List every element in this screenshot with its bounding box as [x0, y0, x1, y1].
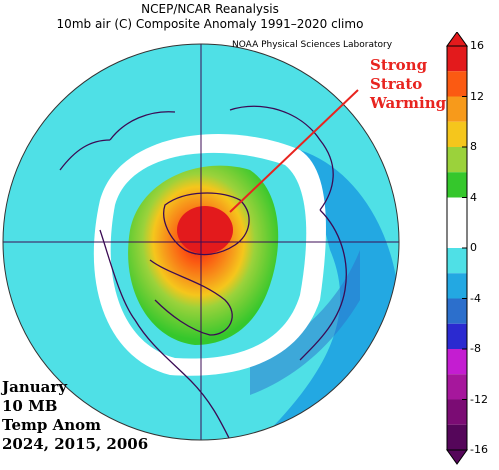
colorbar-swatch: [447, 323, 467, 349]
map-title-line1: NCEP/NCAR Reanalysis: [141, 2, 279, 16]
colorbar-swatch: [447, 172, 467, 198]
colorbar-top-arrow: [446, 32, 468, 47]
caption-line: January: [2, 378, 67, 396]
colorbar-swatch: [447, 197, 467, 223]
colorbar-tick-label: -4: [470, 291, 481, 305]
colorbar-swatch: [447, 273, 467, 299]
caption-line: 2024, 2015, 2006: [2, 435, 149, 453]
colorbar-tick-label: 16: [470, 39, 484, 52]
colorbar-tick-label: -16: [470, 443, 488, 456]
colorbar-swatch: [447, 96, 467, 122]
map-boundary: [2, 43, 400, 441]
colorbar-swatch: [447, 147, 467, 173]
caption-line: Temp Anom: [2, 416, 101, 434]
colorbar-swatch: [447, 374, 467, 400]
map-caption: January 10 MB Temp Anom 2024, 2015, 2006: [2, 378, 148, 454]
annotation-line: Warming: [370, 94, 447, 112]
colorbar-bottom-arrow: [446, 449, 468, 465]
colorbar-tick-label: -12: [470, 392, 488, 406]
colorbar-swatch: [447, 298, 467, 324]
colorbar-swatch: [447, 424, 467, 450]
annotation-line: Strong: [370, 56, 428, 74]
lab-credit: NOAA Physical Sciences Laboratory: [232, 40, 393, 50]
colorbar-swatch: [447, 349, 467, 375]
annotation-line: Strato: [370, 75, 423, 93]
colorbar-tick-label: 12: [470, 89, 484, 103]
colorbar-tick-label: 0: [470, 241, 477, 254]
colorbar-swatch: [447, 399, 467, 425]
graticule: [3, 44, 399, 440]
colorbar-tick-label: -8: [470, 342, 481, 355]
warm-anomaly-core: [128, 165, 279, 345]
map-title-line2: 10mb air (C) Composite Anomaly 1991–2020…: [56, 17, 364, 31]
anomaly-field: [3, 44, 399, 440]
coastlines: [59, 105, 347, 440]
blue-band-inner: [250, 250, 360, 395]
colorbar: [446, 32, 468, 465]
colorbar-swatch: [447, 248, 467, 274]
colorbar-tick-label: 8: [470, 140, 477, 153]
colorbar-tick-label: 4: [470, 190, 477, 204]
colorbar-swatch: [447, 121, 467, 147]
annotation-pointer: [229, 89, 359, 213]
warming-annotation: Strong Strato Warming: [370, 56, 446, 113]
colorbar-swatch: [447, 222, 467, 248]
colorbar-swatch: [447, 71, 467, 97]
max-warming-center: [177, 206, 233, 254]
caption-line: 10 MB: [2, 397, 58, 415]
colorbar-swatch: [447, 46, 467, 72]
